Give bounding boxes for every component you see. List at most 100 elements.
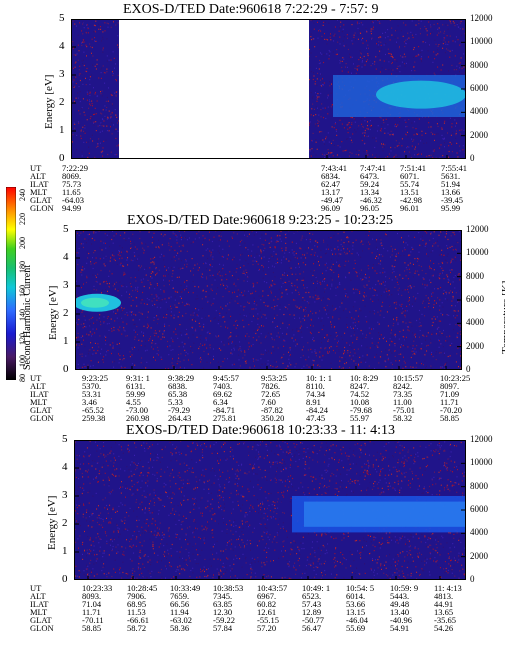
orbit-value: 96.01 [400, 203, 420, 213]
orbit-value: 53.66 [346, 599, 366, 609]
orbit-value: 11.94 [170, 607, 189, 617]
orbit-value: -87.82 [261, 405, 283, 415]
orbit-value: 72.65 [261, 389, 281, 399]
orbit-column: 10: 1: 1 8110. 74.34 8.91 -84.24 47.45 [306, 373, 332, 423]
temperature-tick-label: 0 [470, 574, 475, 584]
orbit-label: ALT [30, 381, 46, 391]
orbit-value: 58.85 [82, 623, 102, 633]
orbit-column: 10:43:57 6967. 60.82 12.61 -55.15 57.20 [257, 583, 288, 633]
orbit-value: -39.45 [441, 195, 463, 205]
orbit-value: 55.69 [346, 623, 366, 633]
orbit-value: 8.91 [306, 397, 321, 407]
data-gap [119, 19, 309, 159]
orbit-value: 8110. [306, 381, 325, 391]
orbit-value: 10:49: 1 [302, 583, 331, 593]
orbit-column: 10:15:57 8242. 73.35 11.00 -75.01 58.32 [393, 374, 423, 423]
orbit-value: 74.34 [306, 389, 326, 399]
temperature-tick-label: 2000 [466, 340, 484, 351]
orbit-labels: UT ALT ILAT MLT GLAT GLON [30, 164, 54, 213]
orbit-value: 7:51:41 [400, 163, 426, 173]
orbit-label: GLAT [30, 405, 52, 415]
orbit-value: 12.61 [257, 607, 277, 617]
orbit-value: 49.48 [390, 599, 410, 609]
orbit-value: 6071. [400, 171, 420, 181]
orbit-value: 75.73 [62, 179, 82, 189]
y-axis-label-temperature: Temperature [K] [500, 280, 505, 354]
temperature-tick-label: 0 [470, 153, 475, 163]
orbit-label: MLT [30, 397, 48, 407]
colorbar-tick: 200 [18, 237, 27, 249]
panel-title: EXOS-D/TED Date:960618 9:23:25 - 10:23:2… [127, 213, 393, 228]
y-tick-label: 4 [62, 461, 68, 473]
orbit-value: 10: 1: 1 [306, 373, 332, 383]
orbit-column: 7:51:41 6071. 55.74 13.51 -42.98 96.01 [400, 163, 426, 213]
orbit-column: 7:22:29 8069. 75.73 11.65 -64.03 94.99 [62, 164, 88, 213]
orbit-value: 53.31 [82, 389, 102, 399]
orbit-label: ILAT [30, 389, 49, 399]
temperature-tick-label: 12000 [470, 434, 493, 444]
orbit-column: 10:23:25 8097. 71.09 11.71 -70.20 58.85 [440, 374, 470, 423]
orbit-column: 11: 4:13 4813. 44.91 13.65 -35.65 54.26 [434, 584, 462, 633]
orbit-label: ALT [30, 591, 46, 601]
orbit-value: 8097. [440, 381, 460, 391]
temperature-tick-label: 4000 [466, 317, 484, 328]
temperature-tick-label: 2000 [470, 550, 488, 561]
orbit-value: 10:23:33 [82, 583, 113, 593]
orbit-value: 259.38 [82, 413, 106, 423]
orbit-value: -63.02 [170, 615, 192, 625]
colorbar [5, 186, 17, 381]
orbit-value: -73.00 [126, 405, 148, 415]
temperature-tick-label: 10000 [466, 247, 489, 258]
orbit-value: -59.22 [213, 615, 235, 625]
temperature-tick-label: 6000 [470, 504, 488, 514]
y-tick-label: 3 [59, 68, 65, 80]
orbit-value: 4.55 [126, 397, 141, 407]
y-tick-label: 0 [62, 573, 68, 585]
y-tick-label: 2 [62, 517, 68, 529]
orbit-column: 9:38:29 6838. 65.38 5.33 -79.29 264.43 [168, 373, 194, 423]
orbit-value: 10:38:53 [213, 583, 244, 593]
orbit-value: 350.20 [261, 413, 285, 423]
orbit-value: 96.09 [321, 203, 341, 213]
orbit-value: 44.91 [434, 599, 454, 609]
orbit-value: -55.15 [257, 615, 279, 625]
y-tick-label: 2 [59, 96, 65, 108]
colorbar-tick: 240 [18, 189, 27, 201]
orbit-value: 7345. [213, 591, 233, 601]
orbit-column: 10:23:33 8093. 71.04 11.71 -70.11 58.85 [82, 583, 113, 633]
orbit-label: UT [30, 373, 42, 383]
y-tick-label: 1 [62, 545, 68, 557]
orbit-value: 13.65 [434, 607, 454, 617]
orbit-value: 7.60 [261, 397, 276, 407]
orbit-value: 9:23:25 [82, 373, 108, 383]
orbit-value: -65.52 [82, 405, 104, 415]
orbit-value: 5631. [441, 171, 461, 181]
orbit-value: 13.17 [321, 187, 341, 197]
orbit-value: 56.47 [302, 623, 322, 633]
orbit-value: 6.34 [213, 397, 228, 407]
orbit-labels: UT ALT ILAT MLT GLAT GLON [30, 373, 54, 423]
temperature-tick-label: 10000 [470, 457, 493, 468]
orbit-value: 10:43:57 [257, 583, 288, 593]
orbit-label: MLT [30, 187, 48, 197]
orbit-value: 9:38:29 [168, 373, 194, 383]
orbit-value: 5443. [390, 591, 410, 601]
spectrogram-plot [74, 440, 466, 580]
y-tick-label: 4 [59, 40, 65, 52]
orbit-value: 8093. [82, 591, 102, 601]
orbit-value: 6473. [360, 171, 380, 181]
orbit-value: -66.61 [127, 615, 149, 625]
orbit-value: -79.29 [168, 405, 190, 415]
orbit-column: 9:45:57 7403. 69.62 6.34 -84.71 275.81 [213, 374, 239, 423]
orbit-label: ILAT [30, 599, 49, 609]
orbit-value: 7403. [213, 381, 233, 391]
orbit-value: 7:47:41 [360, 163, 386, 173]
orbit-value: -42.98 [400, 195, 422, 205]
y-tick-label: 0 [63, 363, 69, 375]
emission-core [376, 80, 466, 109]
orbit-label: MLT [30, 607, 48, 617]
orbit-value: 62.47 [321, 179, 341, 189]
orbit-value: -46.04 [346, 615, 368, 625]
orbit-value: 11.53 [127, 607, 146, 617]
orbit-column: 10:49: 1 6523. 57.43 12.89 -50.77 56.47 [302, 583, 331, 633]
